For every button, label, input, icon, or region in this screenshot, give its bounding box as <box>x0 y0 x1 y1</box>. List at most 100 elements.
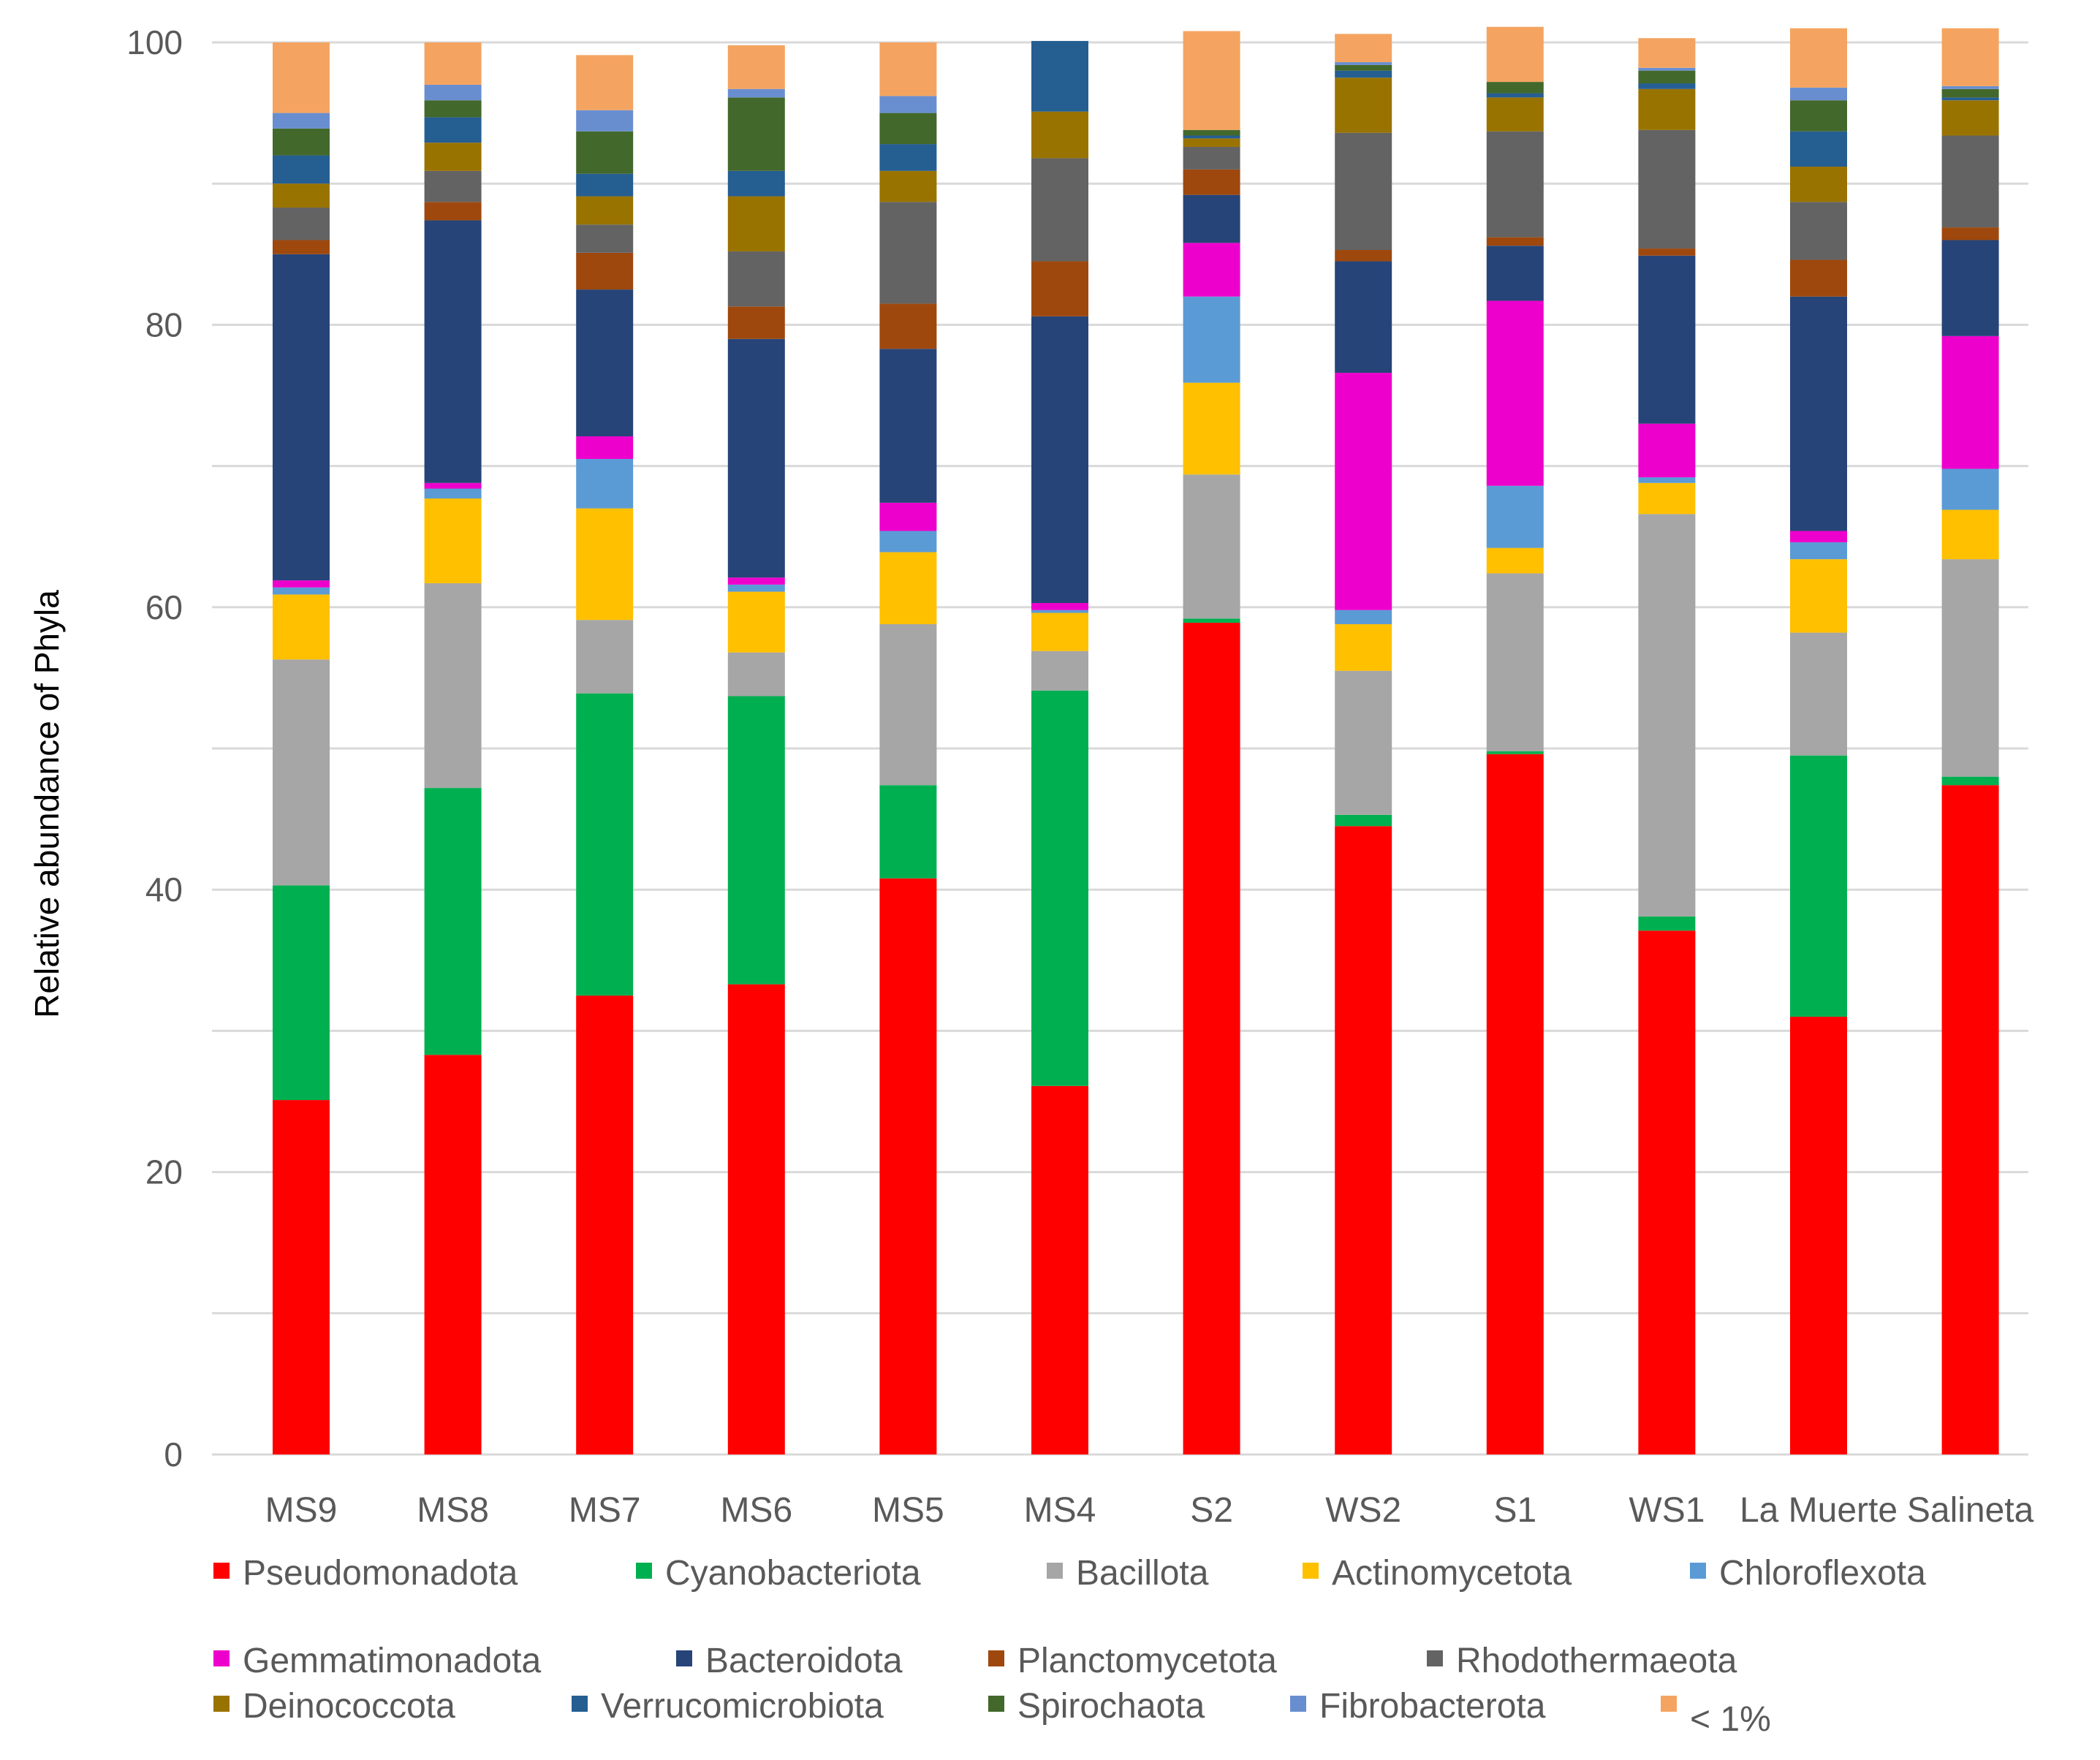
x-tick-label: La Muerte <box>1740 1491 1898 1530</box>
bar-segment <box>1790 559 1847 633</box>
bar-segment <box>1638 423 1696 478</box>
gridlines <box>212 41 2028 1456</box>
bar-segment <box>879 785 937 879</box>
bar-segment <box>576 131 634 174</box>
bar-segment <box>1335 826 1392 1454</box>
bar-segment <box>1941 86 1999 89</box>
bar-segment <box>1486 237 1544 246</box>
legend-label: Cyanobacteriota <box>665 1554 921 1593</box>
bar-segment <box>1486 751 1544 754</box>
x-tick-label: MS7 <box>569 1491 641 1530</box>
legend-swatch <box>988 1696 1004 1712</box>
bar-segment <box>1183 623 1240 1454</box>
bar-segment <box>576 252 634 290</box>
legend-label: Chloroflexota <box>1719 1554 1926 1593</box>
bar-segment <box>1790 1017 1847 1454</box>
bar-segment <box>576 458 634 509</box>
legend-label: < 1% <box>1690 1700 1771 1739</box>
bar-segment <box>879 531 937 553</box>
legend-swatch <box>213 1563 230 1579</box>
bar-segment <box>1183 129 1240 136</box>
legend-swatch <box>1047 1563 1063 1579</box>
bar-segment <box>879 623 937 786</box>
bar-segment <box>727 338 785 578</box>
bar-segment <box>1790 87 1847 101</box>
bar-segment <box>576 289 634 437</box>
bar-segment <box>1638 38 1696 68</box>
bar-segment <box>1941 97 1999 101</box>
bar-segment <box>273 1100 330 1454</box>
bar-segment <box>1941 776 1999 786</box>
y-tick-label: 80 <box>145 306 183 344</box>
legend-label: Pseudomonadota <box>243 1554 518 1593</box>
bar-segment <box>1031 1085 1088 1454</box>
bar-segment <box>576 55 634 110</box>
legend-label: Spirochaota <box>1017 1687 1205 1726</box>
bar-segment <box>273 113 330 129</box>
bar-segment <box>879 144 937 171</box>
bar-segment <box>1941 785 1999 1454</box>
bar-segment <box>1335 373 1392 610</box>
y-tick-label: 20 <box>145 1153 183 1191</box>
legend-label: Fibrobacterota <box>1319 1687 1546 1726</box>
legend-swatch <box>1661 1696 1677 1712</box>
x-tick-label: S1 <box>1493 1491 1536 1530</box>
bar-segment <box>273 580 330 588</box>
bar-segment <box>879 502 937 531</box>
bar-segment <box>1335 132 1392 251</box>
legend-label: Gemmatimonadota <box>243 1642 541 1680</box>
bar-segment <box>1183 618 1240 623</box>
x-tick-label: MS8 <box>417 1491 489 1530</box>
bar-segment <box>1486 547 1544 574</box>
bar-segment <box>273 594 330 660</box>
bar-segment <box>1941 227 1999 240</box>
legend-swatch <box>636 1563 652 1579</box>
bar-segment <box>576 995 634 1454</box>
legend-label: Bacillota <box>1076 1554 1209 1593</box>
bar-segment <box>1638 514 1696 917</box>
bar-segment <box>424 100 482 118</box>
bar-segment <box>1183 169 1240 195</box>
bar-segment <box>1183 296 1240 383</box>
legend-swatch <box>676 1650 692 1666</box>
y-tick-label: 60 <box>145 588 183 626</box>
bar-segment <box>1335 64 1392 71</box>
bar-segment <box>1486 485 1544 548</box>
bar-segment <box>727 251 785 307</box>
bar-segment <box>1031 650 1088 691</box>
legend-swatch <box>988 1650 1004 1666</box>
bar-segment <box>424 482 482 489</box>
bar-segment <box>1790 131 1847 167</box>
bar-segment <box>1941 135 1999 228</box>
bar-segment <box>1941 100 1999 136</box>
bar-segment <box>273 155 330 184</box>
legend-label: Verrucomicrobiota <box>601 1687 884 1726</box>
bar-segment <box>1183 138 1240 147</box>
legend-swatch <box>213 1650 230 1666</box>
bar-segment <box>1031 603 1088 610</box>
bar-segment <box>1638 70 1696 84</box>
bar-segment <box>727 696 785 985</box>
bar-segment <box>727 984 785 1454</box>
bar-segment <box>1941 559 1999 777</box>
bar-segment <box>1638 477 1696 483</box>
bar-segment <box>576 196 634 225</box>
bar-segment <box>1638 930 1696 1454</box>
bar-segment <box>1486 131 1544 238</box>
bar-segment <box>1335 670 1392 815</box>
bar-segment <box>1941 509 1999 560</box>
bar-segment <box>1031 41 1088 112</box>
bar-segment <box>424 488 482 499</box>
legend-label: Planctomycetota <box>1017 1642 1277 1680</box>
bar-segment <box>273 240 330 254</box>
bar-segment <box>1486 26 1544 83</box>
bar-segment <box>1638 249 1696 256</box>
bar-segment <box>879 113 937 145</box>
bar-segment <box>1335 610 1392 624</box>
bar-segment <box>1031 610 1088 613</box>
bar-segment <box>1183 135 1240 139</box>
bar-segment <box>1183 194 1240 243</box>
legend-swatch <box>1303 1563 1319 1579</box>
bar-segment <box>1335 34 1392 63</box>
